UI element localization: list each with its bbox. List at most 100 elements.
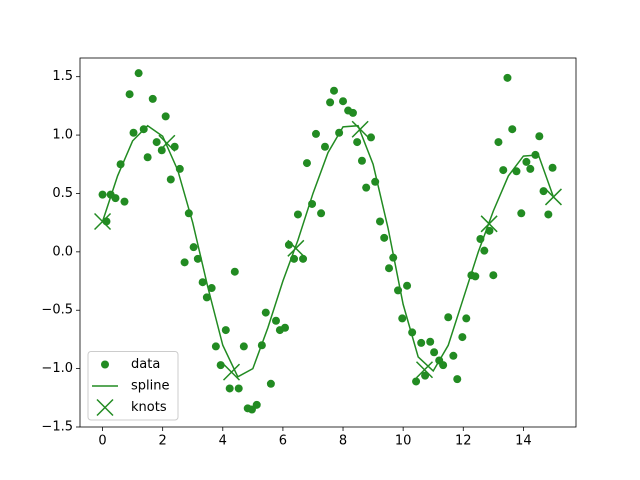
legend-label: knots — [131, 400, 167, 415]
data-point — [421, 371, 430, 380]
data-point — [453, 375, 462, 384]
data-point — [326, 98, 335, 107]
data-point — [293, 210, 302, 219]
data-point — [266, 379, 275, 388]
data-point — [170, 142, 179, 151]
knot-marker — [544, 188, 562, 206]
data-point — [426, 337, 435, 346]
x-tick-label: 0 — [98, 434, 106, 449]
data-point — [230, 267, 239, 276]
data-point — [234, 384, 243, 393]
knot-marker — [351, 120, 369, 138]
data-point — [385, 264, 394, 273]
data-point — [189, 243, 198, 252]
knot-marker — [415, 361, 434, 379]
x-tick-label: 4 — [219, 434, 227, 449]
data-point — [512, 167, 521, 176]
y-tick-label: 1.5 — [52, 69, 73, 84]
data-point — [403, 281, 412, 290]
data-point — [412, 377, 421, 386]
data-point — [398, 314, 407, 323]
data-point — [362, 183, 371, 192]
data-point — [480, 246, 489, 255]
data-point — [449, 351, 458, 360]
data-point — [517, 209, 526, 218]
y-tick-label: 0.0 — [52, 244, 73, 259]
knot-marker — [222, 363, 241, 381]
x-tick-label: 6 — [279, 434, 287, 449]
data-point — [157, 146, 166, 155]
data-point — [503, 73, 512, 82]
x-tick-label: 14 — [515, 434, 532, 449]
data-point — [302, 159, 311, 168]
data-point — [281, 323, 290, 332]
data-point — [444, 313, 453, 322]
data-point — [471, 272, 480, 281]
legend-marker — [101, 360, 109, 369]
data-point — [129, 128, 138, 137]
data-point — [152, 138, 161, 147]
data-point — [180, 258, 189, 267]
data-point — [376, 217, 385, 226]
data-point — [330, 86, 339, 95]
data-point — [166, 175, 175, 184]
data-point — [252, 400, 261, 409]
data-point — [439, 361, 448, 370]
data-point — [143, 153, 152, 162]
spline-line — [101, 124, 555, 378]
data-point — [417, 338, 426, 347]
data-point — [161, 112, 170, 121]
data-point — [207, 284, 216, 293]
data-point — [489, 271, 498, 280]
data-point — [148, 94, 157, 103]
data-point — [111, 194, 120, 203]
data-point — [211, 342, 220, 351]
data-point — [539, 187, 548, 196]
data-point — [522, 157, 531, 166]
y-tick-label: 1.0 — [52, 128, 73, 143]
data-point — [526, 164, 535, 173]
data-point — [348, 108, 357, 117]
data-point — [462, 314, 471, 323]
data-point — [193, 254, 202, 263]
data-point — [544, 210, 553, 219]
y-tick-label: −0.5 — [41, 303, 73, 318]
data-point — [299, 254, 308, 263]
data-point — [317, 209, 326, 218]
axes-frame — [79, 57, 577, 428]
y-tick-label: −1.5 — [41, 420, 73, 435]
data-point — [353, 138, 362, 147]
data-point — [98, 190, 107, 199]
data-point — [548, 163, 557, 172]
data-point — [430, 348, 439, 357]
data-point — [494, 138, 503, 147]
x-tick-label: 2 — [159, 434, 167, 449]
data-point — [357, 156, 366, 165]
data-point — [535, 132, 544, 141]
data-point — [261, 308, 270, 317]
data-point — [198, 278, 207, 287]
data-point — [125, 90, 134, 99]
data-point — [120, 197, 129, 206]
data-point — [116, 160, 125, 169]
data-point — [380, 233, 389, 242]
legend-label: data — [131, 357, 160, 372]
legend: data spline knots — [87, 351, 179, 421]
data-point — [458, 333, 467, 342]
x-tick-label: 8 — [339, 434, 347, 449]
knot-marker — [480, 215, 498, 233]
data-point — [366, 133, 375, 142]
x-tick-label: 12 — [455, 434, 472, 449]
y-tick-label: 0.5 — [52, 186, 73, 201]
knot-marker — [287, 239, 305, 257]
data-point — [339, 97, 348, 106]
x-tick-label: 10 — [395, 434, 412, 449]
data-point — [320, 142, 329, 151]
data-point — [499, 166, 508, 175]
knot-marker — [94, 212, 112, 231]
y-tick-label: −1.0 — [41, 361, 73, 376]
legend-marker — [96, 398, 114, 417]
data-point — [311, 129, 320, 138]
data-point — [225, 384, 234, 393]
legend-label: spline — [131, 379, 170, 394]
